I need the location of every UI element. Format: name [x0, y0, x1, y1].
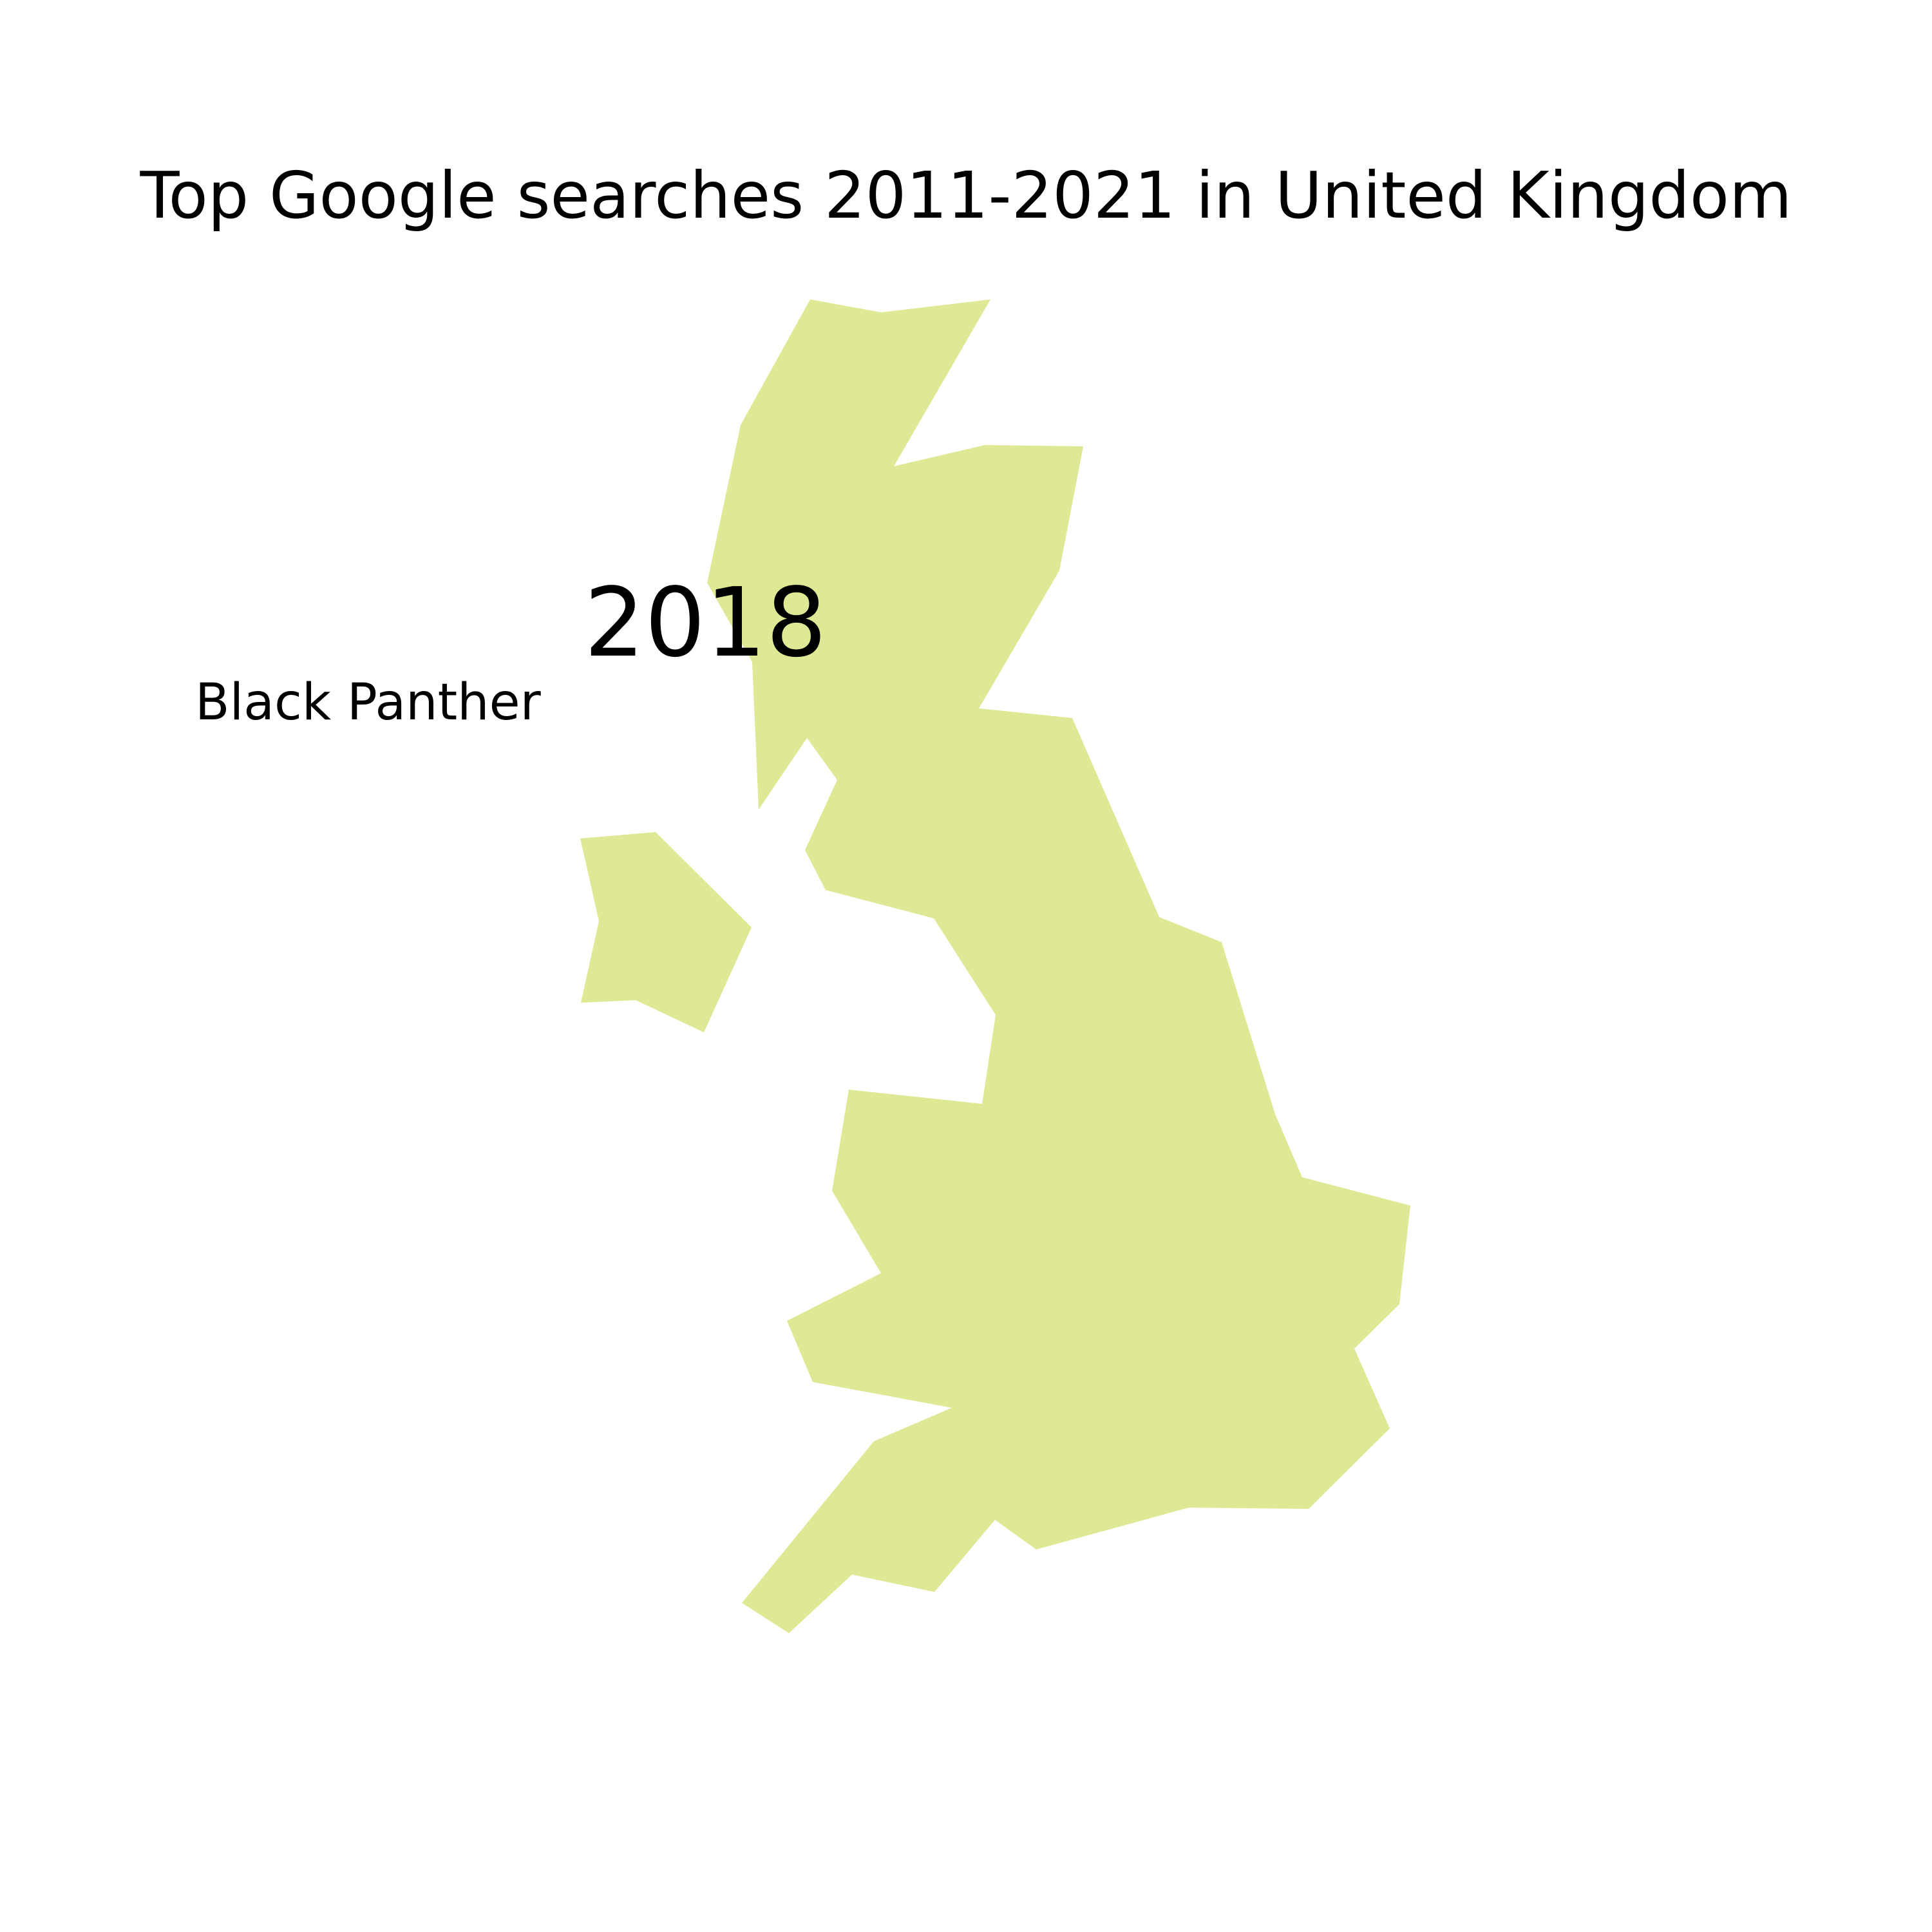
map-title: Top Google searches 2011-2021 in United …: [140, 158, 1792, 233]
top-search-label: Black Panther: [195, 674, 542, 732]
northern-ireland-shape: [580, 832, 752, 1032]
year-label: 2018: [584, 567, 827, 678]
great-britain-shape: [707, 299, 1410, 1633]
united-kingdom-map: [580, 299, 1410, 1633]
